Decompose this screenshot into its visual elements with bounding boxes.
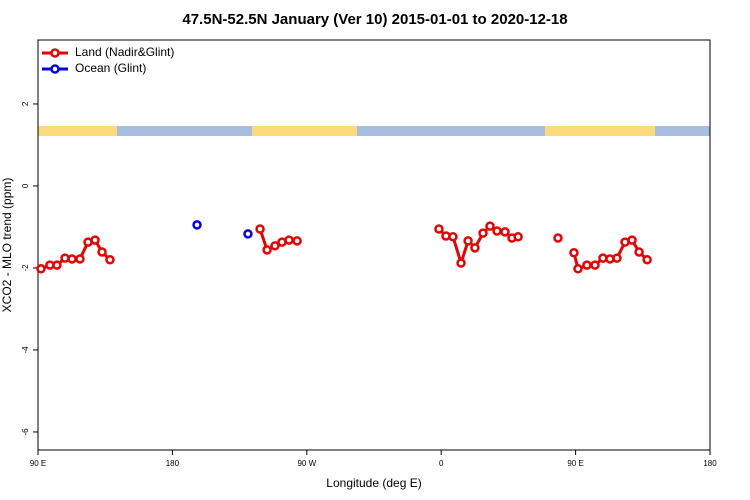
data-point xyxy=(634,247,644,257)
plot-frame xyxy=(37,39,711,451)
legend-marker xyxy=(50,48,60,58)
data-point xyxy=(192,220,202,230)
legend-label: Ocean (Glint) xyxy=(75,61,146,75)
data-point xyxy=(612,253,622,263)
land-ocean-band xyxy=(38,126,710,136)
data-point xyxy=(582,260,592,270)
data-point xyxy=(52,260,62,270)
data-point xyxy=(284,235,294,245)
y-axis-label: XCO2 - MLO trend (ppm) xyxy=(0,178,14,313)
chart-title: 47.5N-52.5N January (Ver 10) 2015-01-01 … xyxy=(182,11,567,28)
data-point xyxy=(513,232,523,242)
y-tick-label: 2 xyxy=(21,101,30,106)
data-point xyxy=(243,229,253,239)
data-point xyxy=(642,255,652,265)
x-tick-label: 180 xyxy=(166,459,180,468)
ocean-strip xyxy=(655,126,710,136)
data-point xyxy=(627,235,637,245)
x-tick-label: 90 E xyxy=(567,459,583,468)
series-line xyxy=(40,224,649,271)
x-tick-label: 90 E xyxy=(30,459,46,468)
data-point xyxy=(262,245,272,255)
data-point xyxy=(500,227,510,237)
data-point xyxy=(569,248,579,258)
data-point xyxy=(97,247,107,257)
data-point xyxy=(470,243,480,253)
ocean-strip xyxy=(117,126,252,136)
data-point xyxy=(590,260,600,270)
data-point xyxy=(456,258,466,268)
data-point xyxy=(255,224,265,234)
data-point xyxy=(67,254,77,264)
y-tick-label: -6 xyxy=(21,428,30,436)
land-strip xyxy=(252,126,357,136)
data-point xyxy=(478,228,488,238)
data-point xyxy=(448,232,458,242)
land-strip xyxy=(545,126,655,136)
y-tick-label: -4 xyxy=(21,346,30,354)
data-point xyxy=(573,264,583,274)
data-point xyxy=(485,221,495,231)
x-axis-label: Longitude (deg E) xyxy=(326,476,421,490)
data-point xyxy=(75,254,85,264)
data-point xyxy=(463,236,473,246)
data-point xyxy=(434,224,444,234)
data-point xyxy=(90,235,100,245)
data-point xyxy=(553,233,563,243)
legend-marker xyxy=(50,64,60,74)
data-point xyxy=(36,264,46,274)
data-point xyxy=(270,241,280,251)
data-point xyxy=(105,255,115,265)
x-tick-label: 0 xyxy=(439,459,444,468)
y-tick-label: 0 xyxy=(21,183,30,188)
data-point xyxy=(292,236,302,246)
ocean-strip xyxy=(357,126,545,136)
legend-label: Land (Nadir&Glint) xyxy=(75,45,174,59)
data-point xyxy=(492,226,502,236)
y-tick-label: -2 xyxy=(21,264,30,272)
x-tick-label: 180 xyxy=(703,459,717,468)
x-tick-label: 90 W xyxy=(297,459,316,468)
land-strip xyxy=(38,126,117,136)
